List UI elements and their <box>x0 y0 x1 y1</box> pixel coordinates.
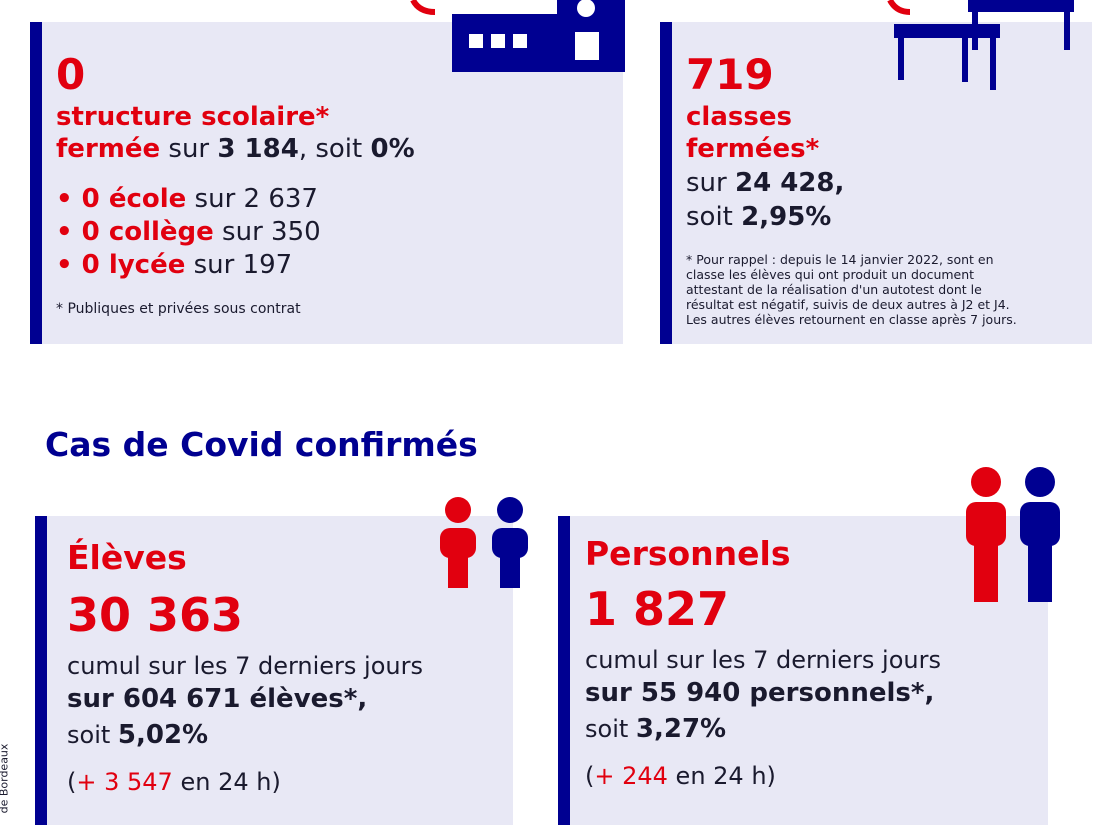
personnels-percent: soit 3,27% <box>585 714 727 744</box>
eleves-title: Élèves <box>67 538 187 577</box>
eleves-delta: (+ 3 547 en 24 h) <box>67 768 281 796</box>
classes-count: 719 <box>686 50 774 99</box>
personnels-count: 1 827 <box>585 582 730 636</box>
eleves-count: 30 363 <box>67 588 244 642</box>
classes-footnote: * Pour rappel : depuis le 14 janvier 202… <box>686 252 1017 327</box>
students-people-icon <box>440 497 528 588</box>
eleves-percent: soit 5,02% <box>67 720 209 750</box>
side-credit: de Bordeaux <box>0 743 11 814</box>
personnels-cumul: cumul sur les 7 derniers jours <box>585 646 941 674</box>
structures-count: 0 <box>56 50 86 99</box>
structures-card: 0 structure scolaire* fermée sur 3 184, … <box>30 22 623 344</box>
structures-item-lycee: • 0 lycée sur 197 <box>56 250 293 280</box>
structures-item-ecole: • 0 école sur 2 637 <box>56 184 318 214</box>
structures-label: structure scolaire* <box>56 102 330 132</box>
personnels-delta: (+ 244 en 24 h) <box>585 762 776 790</box>
structures-total-line: fermée sur 3 184, soit 0% <box>56 134 415 164</box>
personnels-total: sur 55 940 personnels*, <box>585 678 935 708</box>
classes-total: sur 24 428, <box>686 168 845 198</box>
classes-label-1: classes <box>686 102 792 132</box>
personnels-card: Personnels 1 827 cumul sur les 7 dernier… <box>558 516 1048 825</box>
classes-percent: soit 2,95% <box>686 202 832 232</box>
personnels-title: Personnels <box>585 534 791 573</box>
eleves-total: sur 604 671 élèves*, <box>67 684 368 714</box>
school-building-icon <box>410 0 625 72</box>
school-desks-icon <box>887 0 1074 90</box>
eleves-card: Élèves 30 363 cumul sur les 7 derniers j… <box>35 516 513 825</box>
section-title: Cas de Covid confirmés <box>45 425 478 464</box>
staff-people-icon <box>966 467 1060 602</box>
structures-item-college: • 0 collège sur 350 <box>56 217 321 247</box>
eleves-cumul: cumul sur les 7 derniers jours <box>67 652 423 680</box>
classes-label-2: fermées* <box>686 134 820 164</box>
classes-card: 719 classes fermées* sur 24 428, soit 2,… <box>660 22 1092 344</box>
structures-footnote: * Publiques et privées sous contrat <box>56 301 301 317</box>
